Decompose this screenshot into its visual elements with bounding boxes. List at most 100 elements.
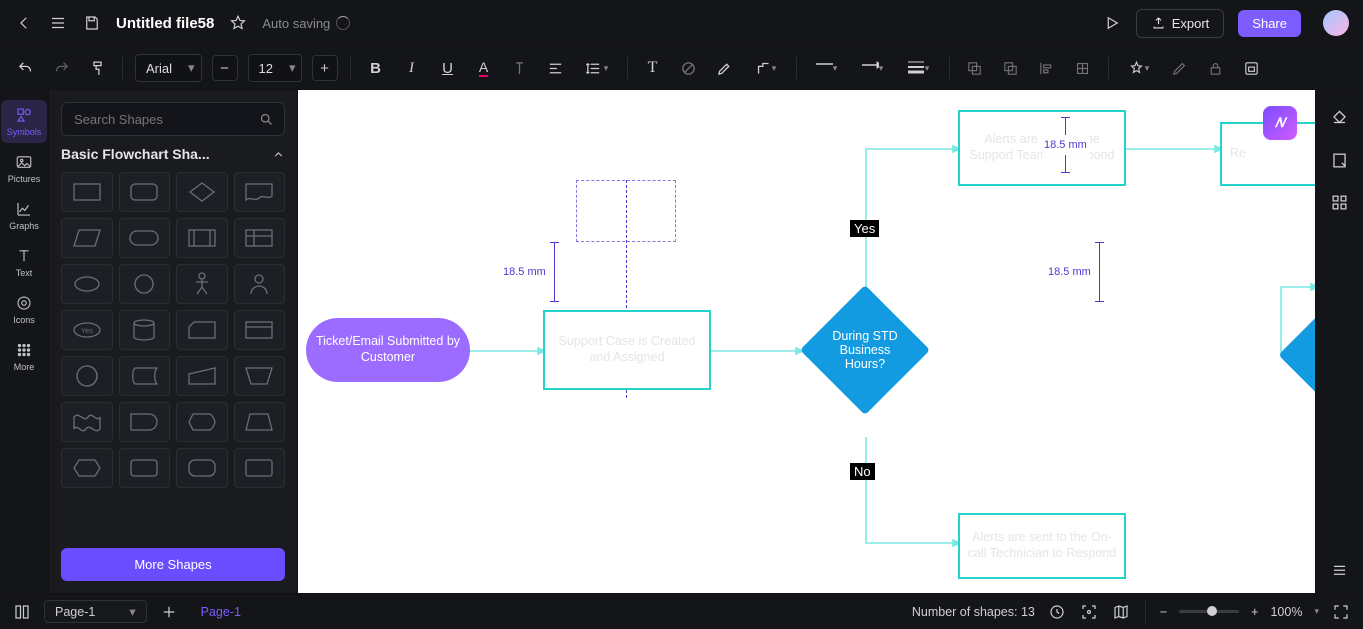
redo-icon[interactable] xyxy=(48,55,74,81)
map-icon[interactable] xyxy=(1111,602,1131,622)
no-fill-icon[interactable] xyxy=(676,55,702,81)
page-tab[interactable]: Page-1 xyxy=(191,602,251,622)
shape-roundrect3[interactable] xyxy=(176,448,228,488)
fullscreen-icon[interactable] xyxy=(1331,602,1351,622)
line-style-icon[interactable]: ▾ xyxy=(809,55,845,81)
shape-roundrect2[interactable] xyxy=(119,448,171,488)
shape-offpage[interactable] xyxy=(61,356,113,396)
save-icon[interactable] xyxy=(82,13,102,33)
shape-display[interactable] xyxy=(176,402,228,442)
text-orientation-icon[interactable] xyxy=(507,55,533,81)
shape-delay[interactable] xyxy=(119,402,171,442)
page-select[interactable]: Page-1▾ xyxy=(44,600,147,623)
history-icon[interactable] xyxy=(1047,602,1067,622)
arrow-style-icon[interactable]: ▾ xyxy=(855,55,891,81)
panel-toggle-icon[interactable] xyxy=(1330,559,1350,579)
page-setup-icon[interactable] xyxy=(1330,150,1350,170)
search-input[interactable] xyxy=(72,111,259,128)
shape-trapezoid[interactable] xyxy=(234,402,286,442)
connector-icon[interactable]: ▾ xyxy=(748,55,784,81)
fontsize-increase[interactable]: + xyxy=(312,55,338,81)
shape-predef[interactable] xyxy=(176,218,228,258)
menu-icon[interactable] xyxy=(48,13,68,33)
shape-document[interactable] xyxy=(234,172,286,212)
rail-more[interactable]: More xyxy=(1,335,47,378)
zoom-slider[interactable] xyxy=(1179,610,1239,613)
fontsize-decrease[interactable]: − xyxy=(212,55,238,81)
star-icon[interactable] xyxy=(228,13,248,33)
node-decision[interactable]: During STD Business Hours? xyxy=(800,285,930,415)
text-tool-icon[interactable]: T xyxy=(640,55,666,81)
rail-graphs[interactable]: Graphs xyxy=(1,194,47,237)
send-back-icon[interactable] xyxy=(962,55,988,81)
more-shapes-button[interactable]: More Shapes xyxy=(61,548,285,581)
shape-user[interactable] xyxy=(234,264,286,304)
export-button[interactable]: Export xyxy=(1136,9,1225,38)
rail-text[interactable]: Text xyxy=(1,241,47,284)
zoom-in-icon[interactable]: + xyxy=(1251,605,1258,619)
apps-icon[interactable] xyxy=(1330,192,1350,212)
canvas[interactable]: 18.5 mm Ticket/Email Submitted by Custom… xyxy=(298,90,1315,593)
fill-icon[interactable] xyxy=(1330,108,1350,128)
node-start[interactable]: Ticket/Email Submitted by Customer xyxy=(306,318,470,382)
font-color-icon[interactable]: A xyxy=(471,55,497,81)
shape-database[interactable] xyxy=(119,310,171,350)
shape-actor[interactable] xyxy=(176,264,228,304)
lock-icon[interactable] xyxy=(1203,55,1229,81)
search-icon xyxy=(259,112,274,127)
panel-section-header[interactable]: Basic Flowchart Sha... xyxy=(61,146,285,162)
shape-rect[interactable] xyxy=(61,172,113,212)
zoom-out-icon[interactable]: − xyxy=(1160,605,1167,619)
bring-front-icon[interactable] xyxy=(998,55,1024,81)
shape-ellipse[interactable] xyxy=(61,264,113,304)
node-alert-oncall[interactable]: Alerts are sent to the On-call Technicia… xyxy=(958,513,1126,579)
focus-icon[interactable] xyxy=(1079,602,1099,622)
format-painter-icon[interactable] xyxy=(84,55,110,81)
line-spacing-icon[interactable]: ▾ xyxy=(579,55,615,81)
shape-yes[interactable]: Yes xyxy=(61,310,113,350)
bold-icon[interactable]: B xyxy=(363,55,389,81)
play-icon[interactable] xyxy=(1102,13,1122,33)
share-button[interactable]: Share xyxy=(1238,10,1301,37)
rail-pictures[interactable]: Pictures xyxy=(1,147,47,190)
shape-terminator[interactable] xyxy=(119,218,171,258)
shape-roundrect4[interactable] xyxy=(234,448,286,488)
shape-roundrect[interactable] xyxy=(119,172,171,212)
page-layout-icon[interactable] xyxy=(12,602,32,622)
shape-card[interactable] xyxy=(176,310,228,350)
shape-diamond[interactable] xyxy=(176,172,228,212)
shape-manual-op[interactable] xyxy=(234,356,286,396)
shape-tape[interactable] xyxy=(61,402,113,442)
node-decision-partial[interactable] xyxy=(1278,315,1315,395)
distribute-icon[interactable] xyxy=(1070,55,1096,81)
edit-icon[interactable] xyxy=(1167,55,1193,81)
avatar[interactable] xyxy=(1323,10,1349,36)
shape-hex[interactable] xyxy=(61,448,113,488)
align-objects-icon[interactable] xyxy=(1034,55,1060,81)
underline-icon[interactable]: U xyxy=(435,55,461,81)
effects-icon[interactable]: ▾ xyxy=(1121,55,1157,81)
align-icon[interactable] xyxy=(543,55,569,81)
font-select[interactable]: Arial▾ xyxy=(135,54,202,82)
shape-internal[interactable] xyxy=(234,218,286,258)
highlight-icon[interactable] xyxy=(712,55,738,81)
shape-search[interactable] xyxy=(61,102,285,136)
ai-icon[interactable]: 𝑁 xyxy=(1263,106,1297,140)
shape-parallelogram[interactable] xyxy=(61,218,113,258)
file-title[interactable]: Untitled file58 xyxy=(116,15,214,32)
node-case[interactable]: Support Case is Created and Assigned xyxy=(543,310,711,390)
add-page-icon[interactable] xyxy=(159,602,179,622)
back-icon[interactable] xyxy=(14,13,34,33)
container-icon[interactable] xyxy=(1239,55,1265,81)
fontsize-select[interactable]: 12▾ xyxy=(248,54,302,82)
undo-icon[interactable] xyxy=(12,55,38,81)
rail-icons[interactable]: Icons xyxy=(1,288,47,331)
rail-symbols[interactable]: Symbols xyxy=(1,100,47,143)
shape-window[interactable] xyxy=(234,310,286,350)
italic-icon[interactable]: I xyxy=(399,55,425,81)
shape-circle[interactable] xyxy=(119,264,171,304)
shape-manual-input[interactable] xyxy=(176,356,228,396)
line-weight-icon[interactable]: ▾ xyxy=(901,55,937,81)
zoom-value[interactable]: 100% xyxy=(1270,605,1302,619)
shape-stored[interactable] xyxy=(119,356,171,396)
